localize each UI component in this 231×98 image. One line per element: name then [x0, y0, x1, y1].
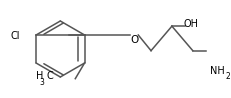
Text: 3: 3: [39, 78, 44, 87]
Text: C: C: [46, 71, 53, 81]
Text: NH: NH: [209, 66, 224, 76]
Text: O: O: [129, 35, 138, 45]
Text: H: H: [36, 71, 43, 81]
Text: 2: 2: [224, 72, 229, 81]
Text: OH: OH: [182, 19, 198, 29]
Text: Cl: Cl: [10, 31, 20, 41]
